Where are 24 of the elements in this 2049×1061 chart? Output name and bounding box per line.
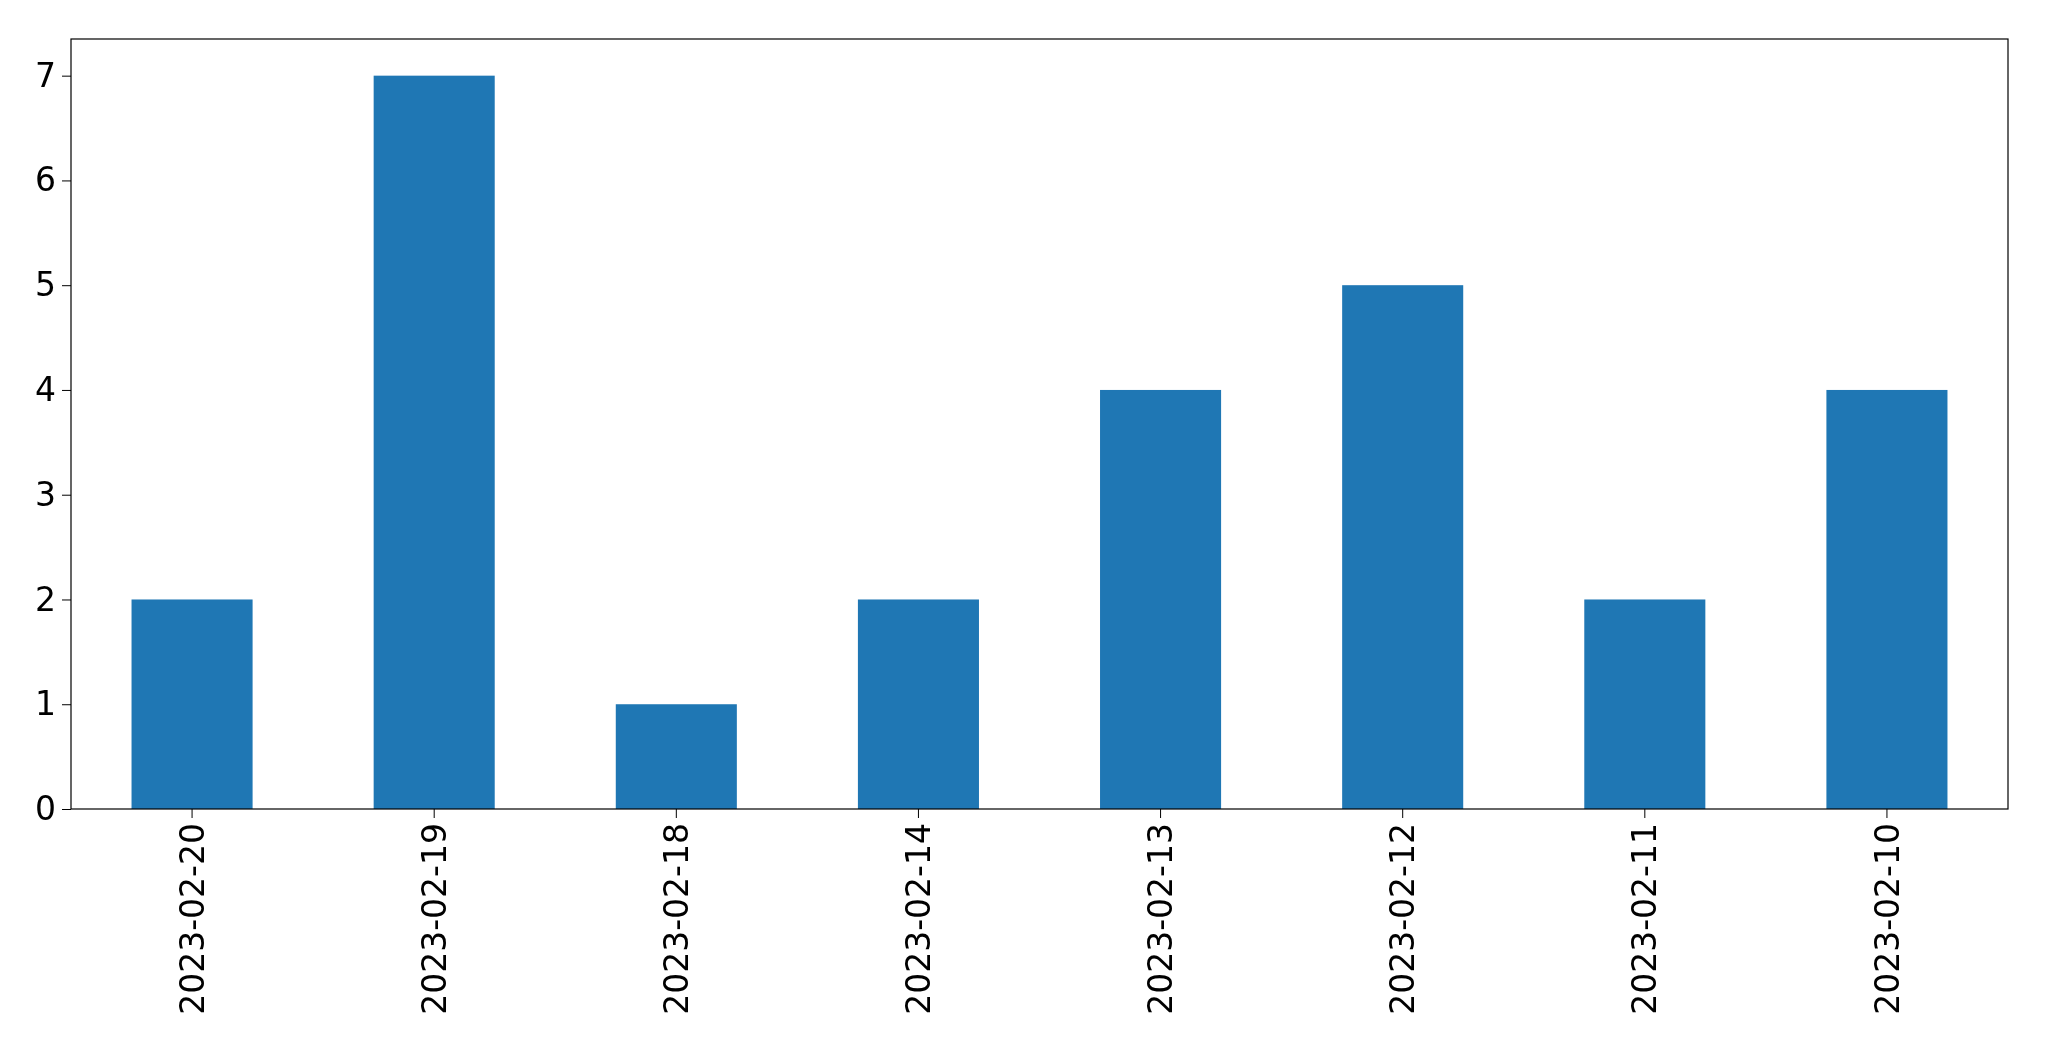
- y-tick-label: 1: [35, 684, 56, 724]
- x-tick-label: 2023-02-10: [1867, 823, 1907, 1015]
- y-tick-label: 6: [35, 160, 56, 200]
- x-tick-label: 2023-02-20: [172, 823, 212, 1015]
- bar: [1100, 389, 1222, 809]
- x-tick-label: 2023-02-12: [1383, 823, 1423, 1015]
- x-tick-label: 2023-02-19: [414, 823, 454, 1015]
- x-tick-label: 2023-02-13: [1141, 823, 1181, 1015]
- y-tick-label: 5: [35, 265, 56, 305]
- bar: [1826, 389, 1948, 809]
- x-tick-label: 2023-02-11: [1625, 823, 1665, 1015]
- y-tick-label: 7: [35, 55, 56, 95]
- bar: [857, 599, 979, 809]
- bar: [131, 599, 253, 809]
- bar: [615, 704, 737, 809]
- y-tick-label: 0: [35, 789, 56, 829]
- bar: [373, 75, 495, 809]
- bar: [1584, 599, 1706, 809]
- x-tick-label: 2023-02-14: [898, 823, 938, 1015]
- y-tick-label: 4: [35, 370, 56, 410]
- x-tick-label: 2023-02-18: [656, 823, 696, 1015]
- y-tick-label: 2: [35, 579, 56, 619]
- bar: [1342, 285, 1464, 809]
- y-tick-label: 3: [35, 474, 56, 514]
